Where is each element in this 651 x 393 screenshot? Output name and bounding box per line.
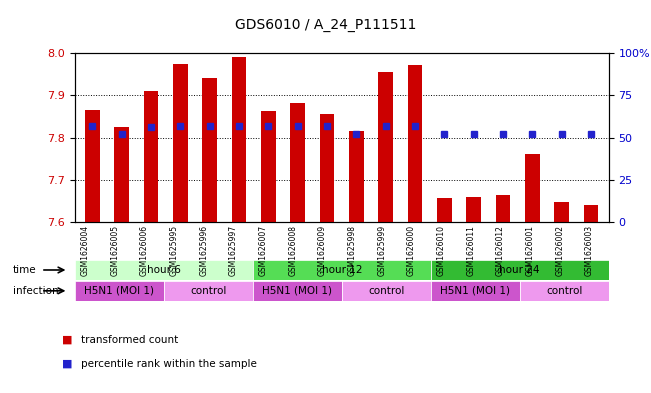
Text: hour 12: hour 12: [322, 265, 362, 275]
Text: GSM1625997: GSM1625997: [229, 225, 238, 276]
Text: H5N1 (MOI 1): H5N1 (MOI 1): [262, 286, 332, 296]
Text: GSM1625995: GSM1625995: [170, 225, 178, 276]
Bar: [584, 205, 598, 222]
Text: GSM1626008: GSM1626008: [288, 225, 298, 276]
Text: GSM1626006: GSM1626006: [140, 225, 149, 276]
Text: GSM1626004: GSM1626004: [81, 225, 90, 276]
Text: GSM1626005: GSM1626005: [111, 225, 119, 276]
Bar: [290, 103, 305, 222]
Text: GSM1626007: GSM1626007: [258, 225, 268, 276]
Bar: [408, 65, 422, 222]
Bar: [115, 127, 129, 222]
Bar: [85, 110, 100, 222]
Bar: [320, 114, 335, 222]
Text: GSM1626011: GSM1626011: [466, 225, 475, 276]
Bar: [437, 198, 452, 222]
Text: transformed count: transformed count: [81, 335, 178, 345]
Bar: [202, 78, 217, 222]
Bar: [378, 72, 393, 222]
Text: ■: ■: [62, 335, 72, 345]
Bar: [232, 57, 247, 222]
Text: ■: ■: [62, 358, 72, 369]
Text: GSM1626009: GSM1626009: [318, 225, 327, 276]
Text: GSM1625998: GSM1625998: [348, 225, 357, 276]
Bar: [525, 154, 540, 222]
Text: control: control: [546, 286, 583, 296]
Bar: [555, 202, 569, 222]
Text: percentile rank within the sample: percentile rank within the sample: [81, 358, 257, 369]
Text: GDS6010 / A_24_P111511: GDS6010 / A_24_P111511: [235, 18, 416, 32]
Bar: [173, 64, 187, 222]
Text: GSM1625999: GSM1625999: [378, 225, 386, 276]
Text: GSM1625996: GSM1625996: [199, 225, 208, 276]
Text: control: control: [368, 286, 404, 296]
Bar: [261, 111, 276, 222]
Text: GSM1626012: GSM1626012: [496, 225, 505, 276]
Text: H5N1 (MOI 1): H5N1 (MOI 1): [85, 286, 154, 296]
Bar: [144, 91, 158, 222]
Text: infection: infection: [13, 286, 59, 296]
Text: control: control: [190, 286, 227, 296]
Text: time: time: [13, 265, 36, 275]
Bar: [466, 196, 481, 222]
Text: GSM1626001: GSM1626001: [525, 225, 534, 276]
Text: hour 24: hour 24: [499, 265, 540, 275]
Text: GSM1626002: GSM1626002: [555, 225, 564, 276]
Text: GSM1626003: GSM1626003: [585, 225, 594, 276]
Text: GSM1626000: GSM1626000: [407, 225, 416, 276]
Text: GSM1626010: GSM1626010: [437, 225, 445, 276]
Text: hour 6: hour 6: [147, 265, 181, 275]
Bar: [496, 195, 510, 222]
Bar: [349, 131, 364, 222]
Text: H5N1 (MOI 1): H5N1 (MOI 1): [440, 286, 510, 296]
